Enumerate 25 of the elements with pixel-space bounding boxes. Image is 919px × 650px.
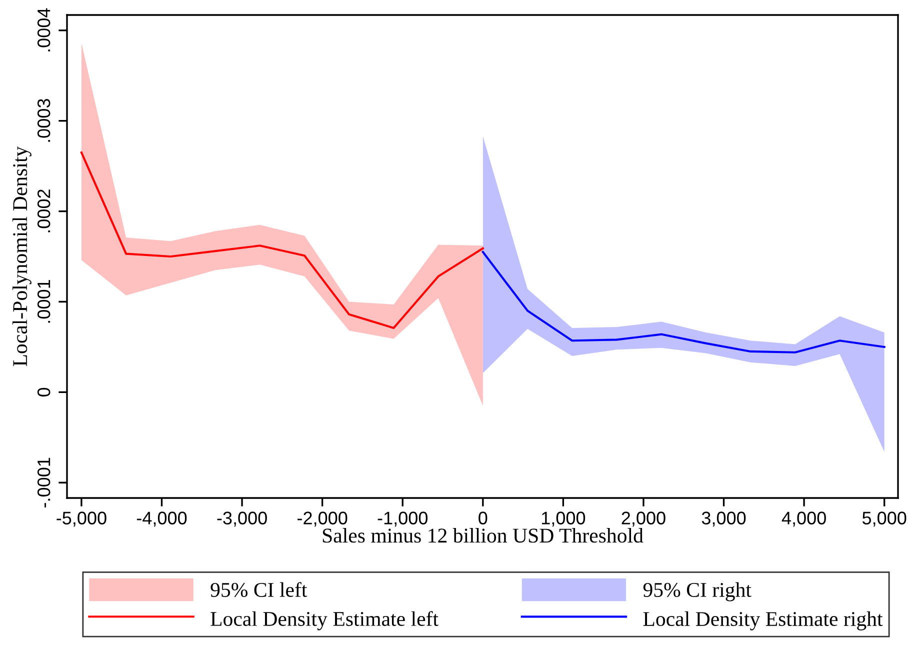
y-axis-title: Local-Polynomial Density — [12, 146, 32, 366]
x-axis-title: Sales minus 12 billion USD Threshold — [322, 528, 644, 543]
y-tick-label: 0 — [37, 388, 50, 396]
x-tick-label: -2,000 — [298, 512, 348, 527]
x-tick-label: 5,000 — [862, 512, 906, 527]
legend-label: 95% CI left — [210, 582, 308, 598]
x-tick-label: -5,000 — [56, 512, 106, 527]
x-tick-label: 3,000 — [702, 512, 746, 527]
y-tick-label: .0001 — [37, 280, 50, 323]
y-tick-label: -.0001 — [37, 458, 50, 508]
y-tick-label: .0002 — [37, 190, 50, 232]
legend-label: Local Density Estimate right — [643, 611, 883, 630]
line-series — [80, 151, 484, 329]
x-tick-label: 1,000 — [542, 512, 586, 527]
y-tick-label: .0004 — [37, 8, 50, 52]
line-series — [482, 250, 886, 354]
y-tick-label: .0003 — [37, 99, 50, 142]
x-tick-label: -4,000 — [136, 512, 187, 527]
x-tick-label: 4,000 — [782, 512, 826, 527]
x-tick-label: -1,000 — [378, 512, 428, 527]
legend-label: Local Density Estimate left — [210, 611, 438, 630]
x-tick-label: 0 — [478, 512, 488, 524]
x-tick-label: -3,000 — [217, 512, 267, 527]
x-tick-label: 2,000 — [622, 512, 666, 527]
legend-label: 95% CI right — [643, 582, 752, 602]
